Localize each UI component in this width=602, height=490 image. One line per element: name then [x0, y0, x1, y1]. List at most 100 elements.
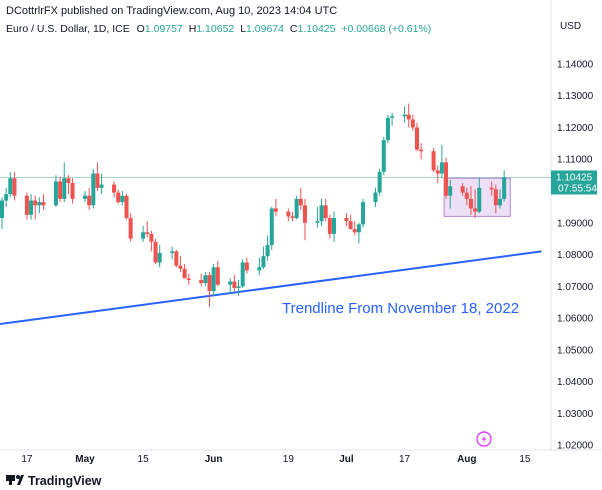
candle-body	[415, 127, 419, 150]
price-tick-label: 1.09000	[557, 218, 594, 229]
candle	[203, 272, 208, 287]
candle-body	[444, 162, 449, 196]
candle-body	[302, 205, 307, 223]
candle-body	[464, 192, 469, 199]
candle-body	[124, 195, 129, 218]
candle	[477, 178, 482, 214]
candles-layer	[0, 103, 507, 307]
candle-body	[33, 200, 38, 206]
candle	[390, 113, 395, 126]
candle-body	[186, 278, 191, 280]
candle	[228, 278, 233, 295]
ohlc-high-label: H	[189, 23, 197, 35]
candle	[352, 221, 357, 236]
candle-body	[319, 205, 324, 222]
candle	[0, 197, 4, 230]
symbol-legend: Euro / U.S. Dollar, 1D, ICE O1.09757 H1.…	[6, 23, 431, 35]
ohlc-low-label: L	[240, 23, 246, 35]
candle-body	[356, 224, 361, 233]
candle	[232, 275, 237, 292]
price-tick-label: 1.04000	[557, 377, 594, 388]
candle-body	[66, 178, 71, 184]
ohlc-open-value: 1.09757	[145, 23, 183, 35]
last-price-countdown: 07:55:54	[558, 183, 597, 194]
candle	[419, 143, 424, 160]
candle-body	[373, 192, 378, 203]
candle	[33, 195, 38, 220]
candle	[186, 273, 191, 285]
candle	[327, 214, 332, 239]
candle	[444, 157, 449, 199]
candle-body	[298, 198, 303, 206]
lightning-icon[interactable]	[476, 431, 492, 447]
candle-body	[182, 268, 187, 279]
candle	[448, 179, 453, 209]
candle	[265, 235, 270, 261]
candle-body	[12, 178, 17, 196]
time-tick-label: 17	[399, 454, 411, 465]
price-tick-label: 1.12000	[557, 123, 594, 134]
candle-body	[332, 217, 336, 234]
candle-body	[477, 187, 482, 212]
candle-body	[207, 275, 212, 292]
candle	[58, 176, 63, 203]
candle	[415, 122, 419, 152]
candle	[460, 183, 465, 196]
candle-body	[232, 281, 237, 288]
candle-body	[53, 181, 58, 206]
candle	[37, 197, 42, 214]
candle-body	[0, 200, 4, 218]
time-tick-label: 15	[138, 454, 150, 465]
candle	[431, 148, 436, 172]
price-tick-label: 1.07000	[557, 282, 594, 293]
candle	[332, 211, 336, 242]
candle	[83, 190, 87, 203]
candle-body	[199, 279, 204, 284]
candle-body	[170, 251, 175, 253]
time-axis[interactable]: 17 May 15 Jun 19 Jul 17 Aug 15	[21, 454, 531, 465]
candle-body	[431, 151, 436, 171]
candle	[240, 259, 245, 288]
candle	[273, 198, 278, 217]
candle	[112, 181, 117, 198]
candle-body	[149, 233, 154, 242]
candle-body	[116, 192, 121, 203]
candle	[356, 222, 361, 244]
candle-body	[448, 186, 453, 196]
ohlc-close-label: C	[290, 23, 298, 35]
candle-body	[402, 114, 407, 117]
candle	[24, 192, 29, 220]
time-tick-label: 17	[21, 454, 33, 465]
price-axis[interactable]: 1.140001.130001.120001.110001.100001.090…	[557, 59, 594, 451]
ohlc-low-value: 1.09674	[246, 23, 284, 35]
candle	[207, 272, 212, 307]
candle-body	[37, 202, 42, 206]
candle	[141, 225, 146, 242]
time-tick-label: May	[75, 454, 95, 465]
candle-body	[348, 221, 353, 230]
candle-body	[83, 195, 87, 199]
candle-body	[286, 211, 291, 217]
candle	[290, 211, 295, 222]
trendline-layer	[0, 250, 542, 326]
candle-body	[174, 251, 179, 266]
candle	[406, 103, 411, 128]
candle	[87, 187, 92, 211]
candle-body	[211, 267, 216, 292]
candle	[261, 246, 266, 269]
candle	[170, 246, 175, 260]
time-tick-label: 19	[283, 454, 295, 465]
candle-body	[29, 200, 34, 215]
price-tick-label: 1.03000	[557, 409, 594, 420]
candle	[493, 184, 498, 214]
candle-body	[385, 117, 390, 141]
candle-body	[502, 177, 507, 199]
candle	[257, 257, 262, 276]
candle-body	[203, 275, 208, 284]
candle-body	[215, 267, 220, 285]
candle	[29, 194, 34, 220]
price-tick-label: 1.05000	[557, 345, 594, 356]
candle-body	[257, 267, 262, 271]
ohlc-open-label: O	[137, 23, 145, 35]
